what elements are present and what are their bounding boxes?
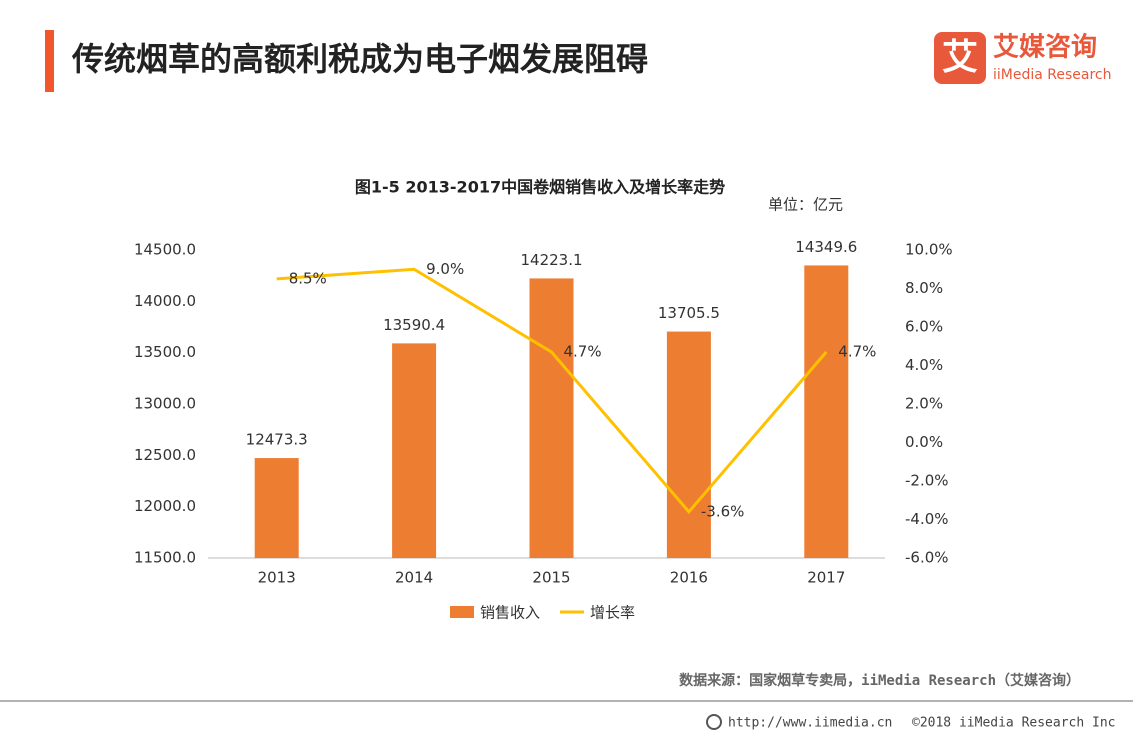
bar-value-label: 14349.6 xyxy=(795,238,857,256)
y2-tick-label: -6.0% xyxy=(905,549,949,567)
y-tick-label: 12000.0 xyxy=(134,497,196,515)
line-value-label: -3.6% xyxy=(701,502,745,520)
bar-value-label: 13705.5 xyxy=(658,304,720,322)
line-value-label: 8.5% xyxy=(289,269,327,287)
unit-label: 单位：亿元 xyxy=(768,196,843,214)
logo-mark: 艾 xyxy=(942,37,978,78)
logo-icon xyxy=(934,32,986,84)
y2-tick-label: 4.0% xyxy=(905,356,943,374)
bar xyxy=(529,278,574,558)
bar-value-label: 12473.3 xyxy=(246,431,308,449)
y-tick-label: 11500.0 xyxy=(134,549,196,567)
logo-name: 艾媒咨询 xyxy=(993,32,1097,63)
y2-tick-label: 2.0% xyxy=(905,395,943,413)
bar-value-label: 14223.1 xyxy=(520,251,582,269)
legend-label: 增长率 xyxy=(590,604,635,622)
line-value-label: 4.7% xyxy=(564,343,602,361)
y-tick-label: 12500.0 xyxy=(134,446,196,464)
source: 数据来源：国家烟草专卖局，iiMedia Research（艾媒咨询） xyxy=(679,672,1080,689)
legend-label: 销售收入 xyxy=(480,604,540,622)
y-tick-label: 13500.0 xyxy=(134,343,196,361)
bar xyxy=(804,265,849,558)
y-tick-label: 14500.0 xyxy=(134,241,196,259)
bar xyxy=(254,458,299,558)
bar xyxy=(666,331,711,558)
x-tick-label: 2016 xyxy=(670,569,708,587)
legend-swatch xyxy=(450,606,474,618)
y2-tick-label: 10.0% xyxy=(905,241,953,259)
x-tick-label: 2013 xyxy=(258,569,296,587)
y2-tick-label: 0.0% xyxy=(905,433,943,451)
bar-value-label: 13590.4 xyxy=(383,316,445,334)
y-tick-label: 14000.0 xyxy=(134,292,196,310)
line-value-label: 9.0% xyxy=(426,260,464,278)
footer-copyright: ©2018 iiMedia Research Inc xyxy=(912,716,1116,731)
y2-tick-label: 8.0% xyxy=(905,279,943,297)
chart-title: 图1-5 2013-2017中国卷烟销售收入及增长率走势 xyxy=(355,178,725,197)
logo-brand: iiMedia Research xyxy=(993,67,1112,83)
y2-tick-label: -4.0% xyxy=(905,510,949,528)
x-tick-label: 2015 xyxy=(532,569,570,587)
y2-tick-label: 6.0% xyxy=(905,318,943,336)
y-tick-label: 13000.0 xyxy=(134,395,196,413)
line xyxy=(276,267,828,515)
footer-url: http://www.iimedia.cn xyxy=(728,716,892,731)
x-tick-label: 2014 xyxy=(395,569,433,587)
y2-tick-label: -2.0% xyxy=(905,472,949,490)
globe-icon xyxy=(706,714,722,730)
x-tick-label: 2017 xyxy=(807,569,845,587)
title-accent xyxy=(45,30,54,92)
line-value-label: 4.7% xyxy=(838,343,876,361)
bar xyxy=(392,343,437,558)
slide-title: 传统烟草的高额利税成为电子烟发展阻碍 xyxy=(71,40,648,78)
